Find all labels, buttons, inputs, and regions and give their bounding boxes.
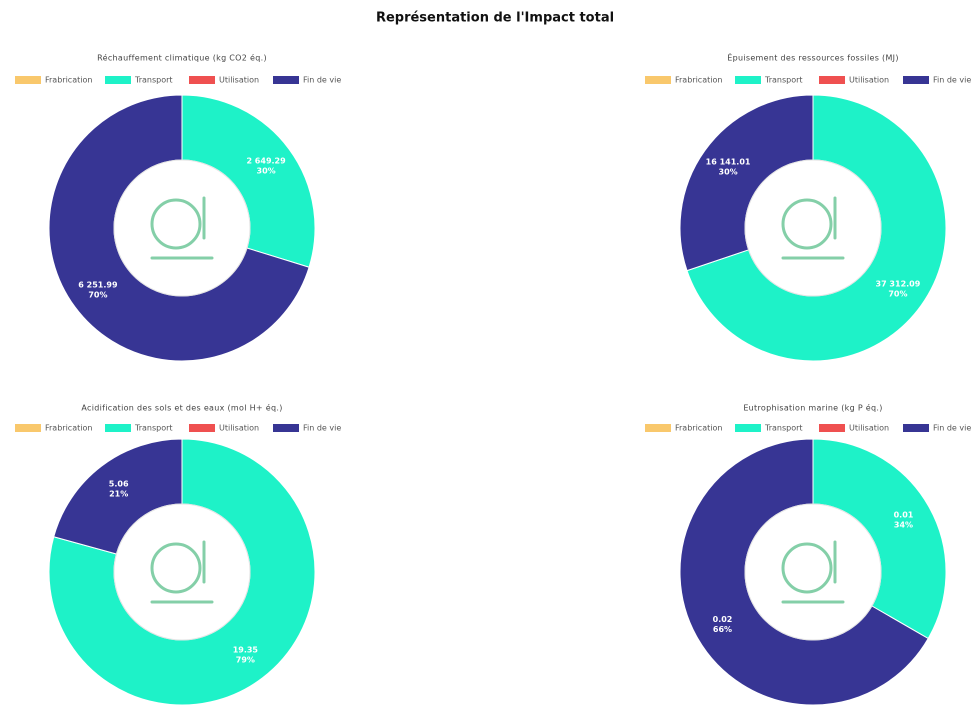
- icon-circle: [744, 503, 882, 641]
- legend-swatch: [645, 424, 671, 432]
- icon-shape: [781, 198, 833, 250]
- page-title: Représentation de l'Impact total: [376, 11, 614, 26]
- chart-title: Réchauffement climatique (kg CO2 éq.): [97, 53, 267, 63]
- icon-shape: [150, 198, 202, 250]
- legend-label: Transport: [134, 76, 173, 85]
- legend-swatch: [735, 424, 761, 432]
- legend-label: Transport: [764, 424, 803, 433]
- impact-icon: [781, 196, 845, 260]
- legend-swatch: [735, 76, 761, 84]
- legend-swatch: [15, 76, 41, 84]
- legend-label: Utilisation: [849, 76, 889, 85]
- value-label: 16 141.01: [706, 158, 751, 167]
- percent-label: 79%: [236, 656, 255, 665]
- percent-label: 21%: [109, 489, 128, 498]
- legend-swatch: [105, 76, 131, 84]
- icon-shape: [781, 540, 845, 604]
- percent-label: 70%: [88, 291, 107, 300]
- value-label: 5.06: [109, 479, 129, 488]
- icon-shape: [150, 542, 202, 594]
- percent-label: 34%: [894, 520, 913, 529]
- legend-label: Fin de vie: [933, 424, 971, 433]
- legend-label: Fin de vie: [933, 76, 971, 85]
- impact-icon: [781, 540, 845, 604]
- legend-swatch: [273, 76, 299, 84]
- legend-swatch: [273, 424, 299, 432]
- chart-title: Eutrophisation marine (kg P éq.): [743, 403, 882, 413]
- value-label: 2 649.29: [246, 156, 286, 165]
- legend-swatch: [645, 76, 671, 84]
- legend-swatch: [819, 76, 845, 84]
- impact-icon: [150, 540, 214, 604]
- icon-shape: [781, 196, 845, 260]
- legend-label: Utilisation: [849, 424, 889, 433]
- icon-shape: [781, 542, 833, 594]
- value-label: 0.01: [894, 510, 914, 519]
- legend-label: Fin de vie: [303, 76, 341, 85]
- legend-label: Frabrication: [45, 424, 92, 433]
- legend-label: Frabrication: [675, 76, 722, 85]
- legend-swatch: [903, 76, 929, 84]
- legend-swatch: [15, 424, 41, 432]
- value-label: 37 312.09: [876, 279, 921, 288]
- percent-label: 30%: [257, 166, 276, 175]
- percent-label: 66%: [713, 625, 732, 634]
- legend-swatch: [819, 424, 845, 432]
- icon-circle: [744, 159, 882, 297]
- legend-label: Transport: [764, 76, 803, 85]
- legend-label: Utilisation: [219, 424, 259, 433]
- icon-shape: [150, 540, 214, 604]
- chart-title: Acidification des sols et des eaux (mol …: [81, 403, 282, 413]
- legend-label: Transport: [134, 424, 173, 433]
- value-label: 19.35: [233, 646, 259, 655]
- legend-swatch: [189, 424, 215, 432]
- icon-circle: [113, 159, 251, 297]
- legend-label: Utilisation: [219, 76, 259, 85]
- legend-label: Frabrication: [675, 424, 722, 433]
- chart-title: Épuisement des ressources fossiles (MJ): [727, 52, 899, 63]
- value-label: 6 251.99: [78, 281, 118, 290]
- impact-icon: [150, 196, 214, 260]
- legend-swatch: [105, 424, 131, 432]
- legend-swatch: [189, 76, 215, 84]
- value-label: 0.02: [713, 615, 733, 624]
- icon-shape: [150, 196, 214, 260]
- percent-label: 70%: [888, 289, 907, 298]
- legend-swatch: [903, 424, 929, 432]
- icon-circle: [113, 503, 251, 641]
- legend-label: Frabrication: [45, 76, 92, 85]
- percent-label: 30%: [719, 168, 738, 177]
- legend-label: Fin de vie: [303, 424, 341, 433]
